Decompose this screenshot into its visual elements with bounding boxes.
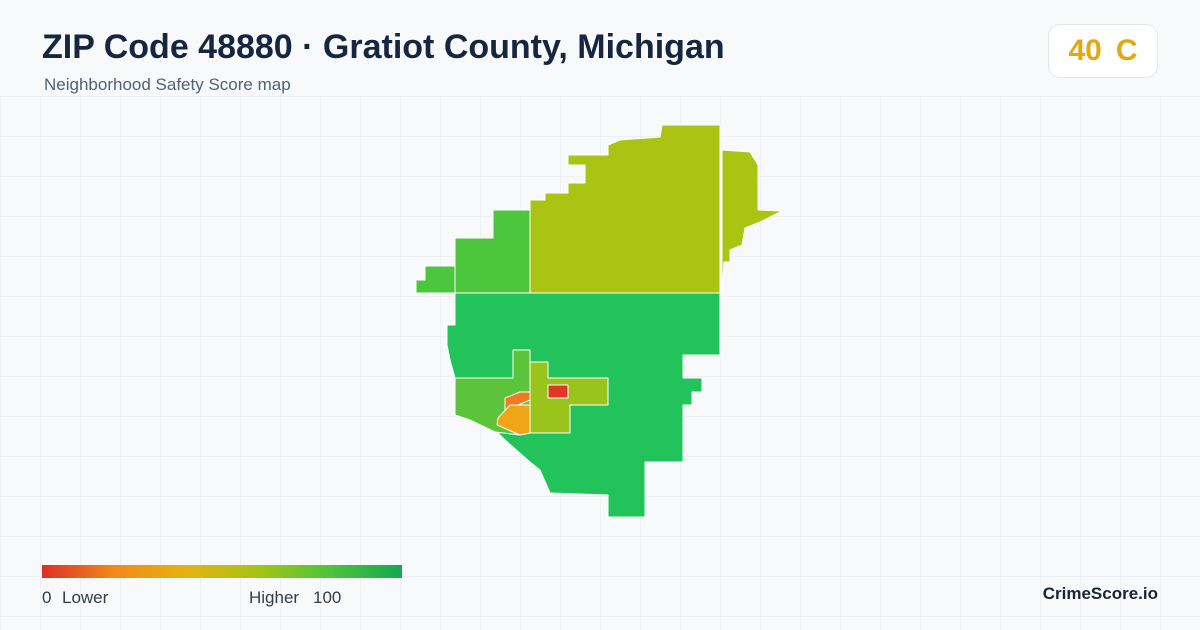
title: ZIP Code 48880 · Gratiot County, Michiga… bbox=[42, 28, 725, 66]
region bbox=[529, 361, 609, 434]
score-badge: 40 C bbox=[1048, 24, 1158, 78]
legend-max-label: Higher bbox=[249, 588, 300, 607]
region bbox=[496, 404, 531, 436]
score-value: 40 bbox=[1068, 34, 1102, 67]
legend-max: 100 bbox=[313, 588, 342, 607]
region bbox=[547, 384, 569, 399]
legend-gradient bbox=[42, 565, 402, 578]
region bbox=[415, 209, 531, 294]
score-grade: C bbox=[1115, 34, 1138, 67]
subtitle: Neighborhood Safety Score map bbox=[44, 75, 291, 94]
legend-min-label: Lower bbox=[62, 588, 109, 607]
region bbox=[529, 124, 721, 294]
brand: CrimeScore.io bbox=[1042, 584, 1158, 603]
legend-min: 0 bbox=[42, 588, 52, 607]
region bbox=[721, 149, 783, 294]
